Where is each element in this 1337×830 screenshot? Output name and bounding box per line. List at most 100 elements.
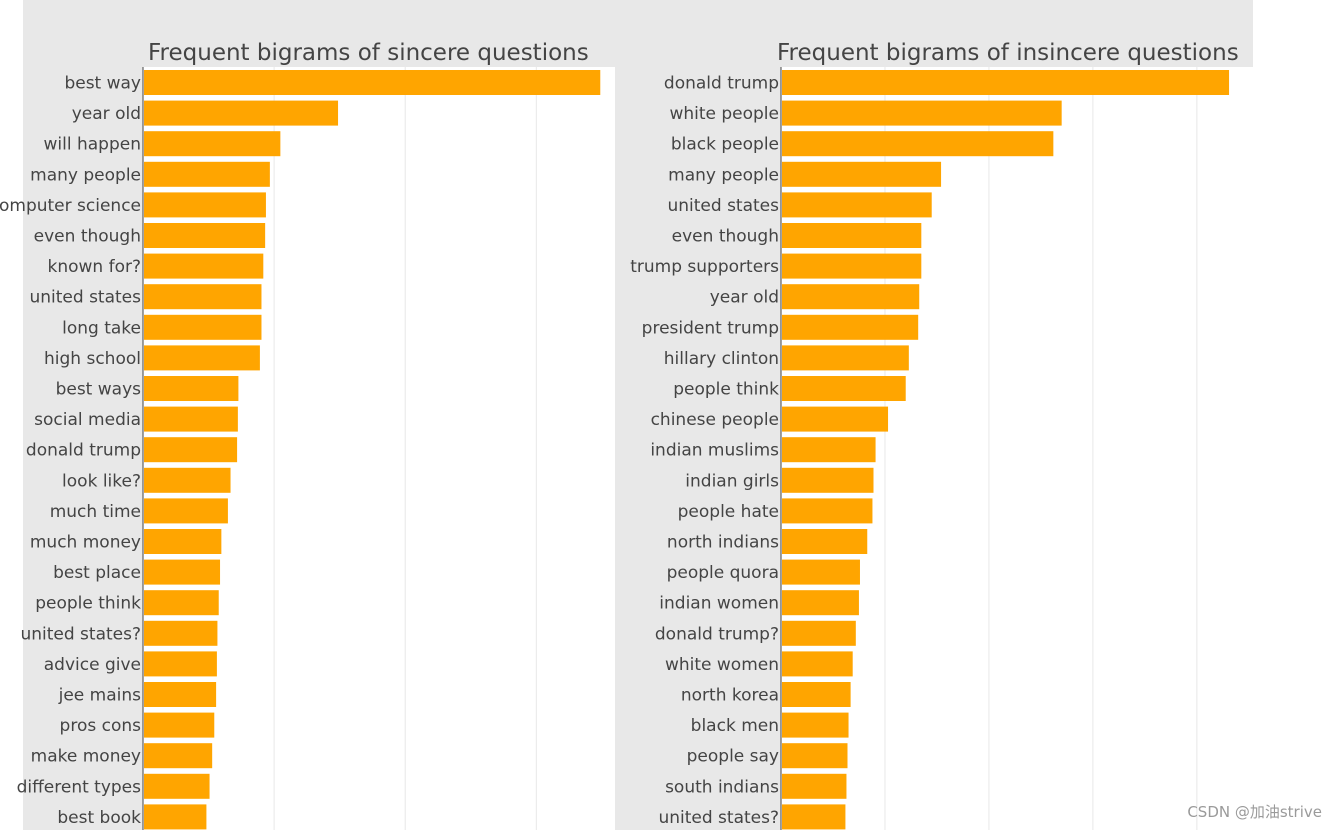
sincere-bar [144,406,238,432]
insincere-category-label: united states? [658,808,779,828]
insincere-tick-labels: donald trump white people black people many… [630,74,779,828]
sincere-tick-labels: best way year old will happen many people co… [0,74,141,828]
insincere-category-label: even though [672,227,779,247]
sincere-category-label: make money [31,747,141,767]
sincere-bar [144,284,262,310]
insincere-category-label: south indians [665,777,779,797]
insincere-bar [782,70,1230,95]
insincere-category-label: north indians [667,533,779,553]
insincere-category-label: black men [691,716,779,736]
insincere-category-label: trump supporters [630,257,779,277]
sincere-bar [144,161,270,187]
insincere-bar [782,406,889,432]
sincere-bar [144,314,262,340]
insincere-category-label: people hate [678,502,779,522]
sincere-category-label: will happen [44,135,141,155]
sincere-bar [144,192,266,218]
sincere-category-label: look like? [62,471,141,491]
sincere-bar [144,804,207,830]
sincere-bar [144,651,217,677]
insincere-bar [782,376,906,401]
insincere-category-label: people quora [667,563,779,583]
insincere-category-label: people think [673,380,779,400]
insincere-category-label: white people [669,104,779,124]
sincere-category-label: year old [72,104,141,124]
sincere-bar [144,743,213,769]
sincere-bar [144,590,219,616]
insincere-bar [782,314,919,340]
watermark: CSDN @加油strive [1187,803,1322,821]
sincere-bar [144,712,215,738]
sincere-category-label: much money [30,533,141,553]
sincere-bar [144,345,260,371]
sincere-bigrams-chart: best way year old will happen many people co… [0,40,615,830]
insincere-bar [782,620,856,646]
insincere-category-label: year old [710,288,779,308]
sincere-bar [144,223,266,248]
insincere-category-label: indian girls [685,471,779,491]
sincere-category-label: united states? [20,624,141,644]
insincere-category-label: indian muslims [650,441,779,461]
sincere-bar [144,253,264,279]
sincere-category-label: advice give [44,655,141,675]
insincere-bar [782,131,1054,157]
insincere-bar [782,345,909,371]
sincere-bar [144,100,339,126]
sincere-bar [144,376,239,401]
insincere-category-label: united states [667,196,779,216]
insincere-category-label: many people [668,165,779,185]
insincere-category-label: chinese people [651,410,779,430]
insincere-category-label: donald trump? [655,624,779,644]
insincere-bar [782,651,853,677]
sincere-category-label: jee mains [58,686,142,706]
sincere-category-label: much time [50,502,141,522]
insincere-bar [782,100,1062,126]
insincere-bar [782,437,876,463]
insincere-category-label: donald trump [664,74,779,94]
insincere-bar [782,253,922,279]
sincere-bar [144,529,222,554]
sincere-category-label: computer science [0,196,141,216]
sincere-bar [144,498,228,524]
sincere-bar [144,620,218,646]
insincere-bar [782,559,860,585]
insincere-bar [782,590,859,616]
sincere-category-label: people think [35,594,141,614]
sincere-category-label: pros cons [60,716,142,736]
sincere-bar [144,437,238,463]
insincere-chart-title: Frequent bigrams of insincere questions [777,40,1239,66]
insincere-category-label: people say [687,747,779,767]
sincere-category-label: many people [30,165,141,185]
insincere-bar [782,161,942,187]
sincere-category-label: known for? [48,257,142,277]
sincere-bars [144,70,601,830]
sincere-bar [144,773,210,799]
insincere-bar [782,467,874,493]
sincere-bar [144,559,221,585]
sincere-category-label: even though [34,227,141,247]
insincere-category-label: indian women [659,594,779,614]
insincere-bar [782,773,847,799]
sincere-chart-title: Frequent bigrams of sincere questions [148,40,589,66]
sincere-category-label: best place [53,563,141,583]
sincere-category-label: best way [64,74,141,94]
sincere-gridlines [273,67,537,830]
insincere-bar [782,192,932,218]
sincere-category-label: donald trump [26,441,141,461]
insincere-category-label: president trump [642,318,779,338]
sincere-bar [144,467,231,493]
insincere-category-label: white women [665,655,779,675]
sincere-category-label: united states [29,288,141,308]
sincere-category-label: best ways [56,380,142,400]
sincere-bar [144,682,217,707]
sincere-bar [144,70,601,95]
insincere-bars [782,70,1230,830]
insincere-category-label: hillary clinton [664,349,779,369]
insincere-category-label: north korea [681,686,779,706]
sincere-category-label: social media [34,410,141,430]
insincere-bar [782,498,873,524]
insincere-bigrams-chart: donald trump white people black people many… [630,40,1253,830]
sincere-category-label: high school [44,349,141,369]
sincere-category-label: different types [17,777,142,797]
